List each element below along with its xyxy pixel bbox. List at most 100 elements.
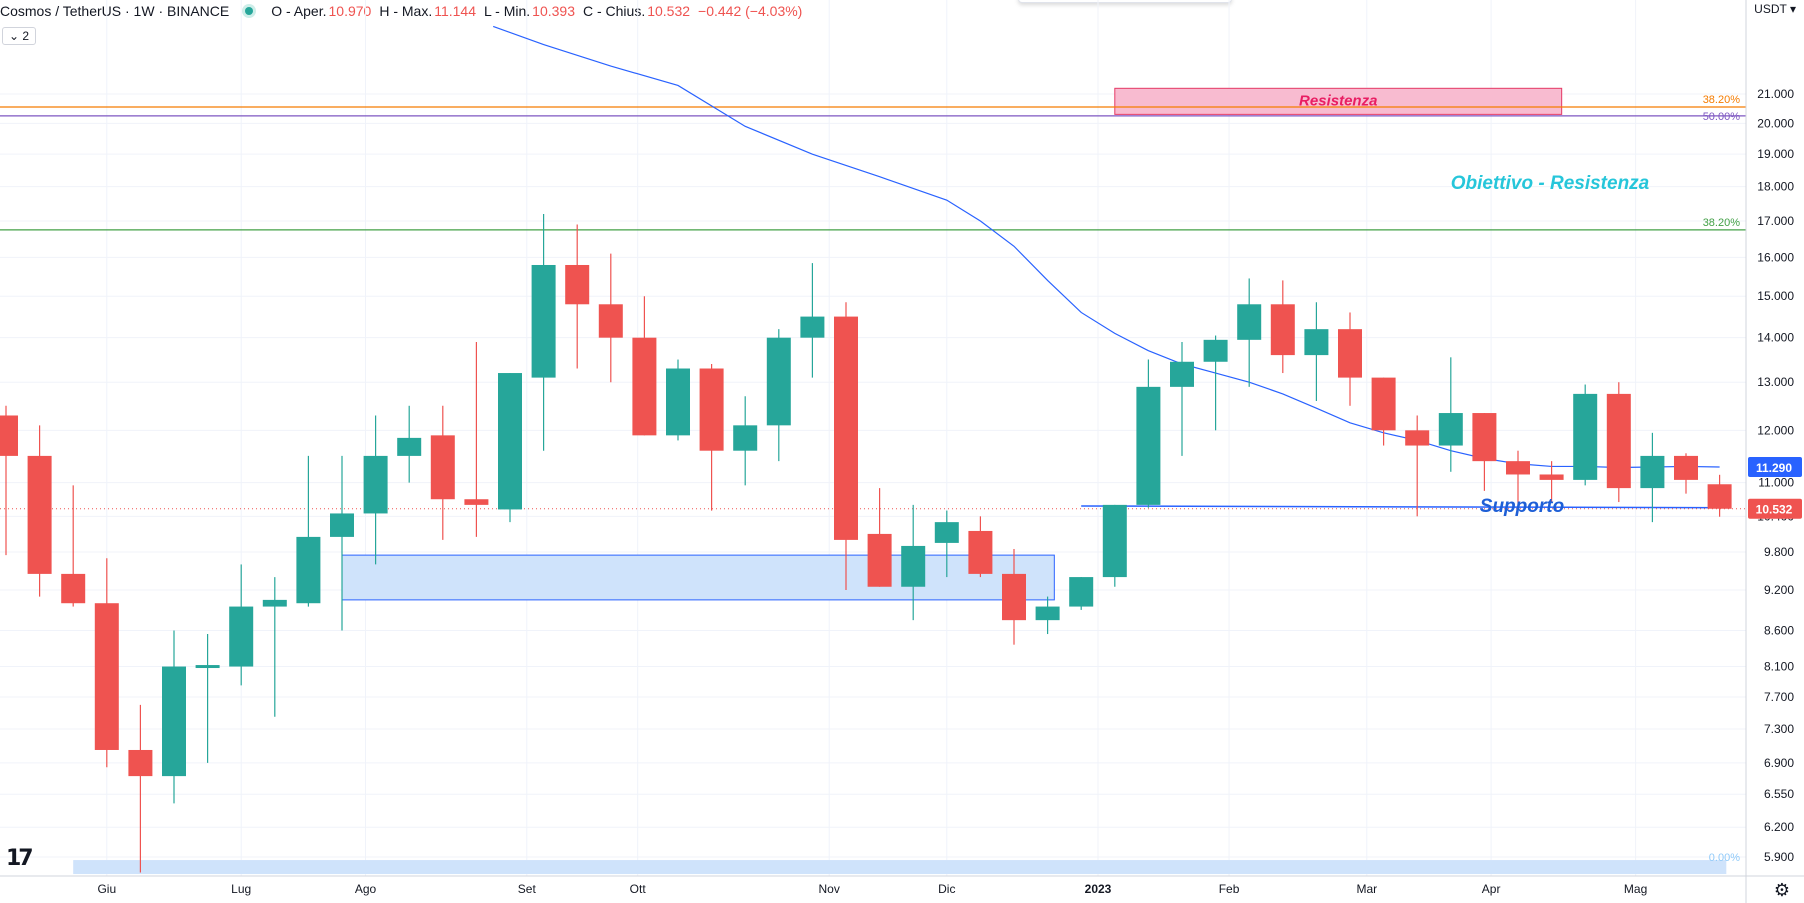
time-tick-label: Nov [819,882,840,896]
candle [128,704,153,873]
candle [1270,280,1295,374]
time-tick-label: Apr [1482,882,1501,896]
candle-body [27,455,52,574]
candle-body [766,337,791,426]
candle [699,364,724,511]
candle-body [162,666,186,777]
candle [1405,415,1430,517]
demand-zone [341,554,1055,601]
candle [666,359,690,441]
price-tick-label: 17.000 [1757,214,1794,228]
price-tick-label: 9.800 [1764,545,1794,559]
time-tick-label: Ago [355,882,377,896]
candle-body [397,437,422,456]
candle-body [1438,413,1463,446]
candle-body [430,435,455,500]
candle [800,263,825,378]
price-tick-label: 19.000 [1757,147,1794,161]
price-tick-label: 8.100 [1764,660,1794,674]
price-tick-label: 16.000 [1757,250,1794,264]
candle-body [229,606,254,667]
support-line [1081,505,1730,509]
candle-body [1371,377,1396,431]
candle [598,253,623,383]
price-tick-label: 8.600 [1764,624,1794,638]
time-tick-label: Mag [1624,882,1647,896]
price-tick-label: 14.000 [1757,331,1794,345]
candle-body [1102,504,1127,578]
candle-body [1539,474,1564,480]
candle [94,558,119,768]
candle-body [1338,329,1362,378]
close-label: C - Chius. [582,3,646,19]
candle-body [934,522,959,543]
candle [1002,548,1026,645]
low-label: L - Min. [484,3,531,19]
low-value: 10.393 [532,3,575,19]
fib-level-label: 38.20% [1703,94,1741,106]
candle [1203,335,1228,431]
change-value: −0.442 (−4.03%) [698,3,803,19]
candle [565,224,590,369]
support-label: Supporto [1480,496,1564,517]
candle-body [1069,577,1094,607]
candle [867,488,892,587]
gear-icon[interactable]: ⚙ [1773,880,1790,900]
candle-body [699,368,724,451]
candle [162,630,186,804]
candle [1506,450,1530,505]
candle [632,296,657,436]
candle [430,405,455,540]
time-tick-label: Giu [97,882,116,896]
time-tick-label: 2023 [1085,882,1112,896]
candle-body [733,425,758,451]
candle-body [262,599,287,607]
candle-body [0,415,18,456]
symbol-title[interactable]: Cosmos / TetherUS · 1W · BINANCE [0,3,230,19]
candle [1136,359,1161,508]
candle [834,302,858,591]
candle-body [598,304,623,338]
currency-menu[interactable]: USDT ▾ [1754,2,1796,16]
candle [934,510,959,578]
candle [1674,453,1698,494]
indicators-toggle[interactable]: ⌄ 2 [2,27,37,45]
chevron-down-icon: ⌄ [9,29,20,43]
candle [1338,312,1362,406]
candle [0,405,18,556]
candle-body [498,373,522,510]
tradingview-logo-icon[interactable]: 17 [6,846,34,871]
price-tick-label: 5.900 [1764,850,1794,864]
candle [464,341,489,537]
candle-body [632,337,657,436]
last-price-tag [1748,498,1802,519]
candle [733,396,758,486]
candle [61,485,86,607]
candle-body [195,665,220,669]
fib-level-label: 50.00% [1703,111,1741,123]
candle-body [1237,304,1262,340]
candle-body [531,264,556,378]
candles [0,213,1732,873]
price-tick-label: 18.000 [1757,180,1794,194]
candle-body [94,603,119,750]
bottom-zone [73,860,1727,875]
high-value: 11.144 [434,3,476,19]
price-tick-label: 13.000 [1757,375,1794,389]
candle [262,577,287,717]
candle [229,564,254,686]
price-tick-label: 7.300 [1764,722,1794,736]
candle [363,415,388,565]
market-status-icon [245,7,254,15]
time-tick-label: Mar [1356,882,1377,896]
candle [1035,596,1060,635]
candle [1606,382,1631,503]
time-axis: Giu Lug Ago Set Ott Nov Dic 2023 Feb Mar Apr Mag [97,882,1647,896]
candle-body [666,368,690,436]
candle [330,455,354,631]
candle [27,425,52,597]
candle-body [1136,386,1161,505]
candle [1707,474,1732,517]
price-tick-label: 7.700 [1764,690,1794,704]
